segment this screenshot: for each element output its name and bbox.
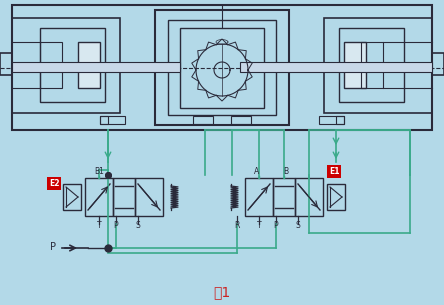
Text: 图1: 图1 <box>214 285 230 299</box>
Bar <box>245 178 273 216</box>
Text: A: A <box>254 167 260 176</box>
Bar <box>339 28 404 102</box>
Bar <box>40 28 105 102</box>
Bar <box>12 18 120 113</box>
Bar <box>432 53 444 75</box>
Bar <box>295 178 323 216</box>
Bar <box>324 18 432 113</box>
Bar <box>100 116 125 124</box>
Text: E1: E1 <box>329 167 340 176</box>
Bar <box>12 5 432 130</box>
Text: S: S <box>135 221 140 230</box>
Bar <box>155 10 289 125</box>
Text: P: P <box>114 221 118 230</box>
Bar <box>273 178 295 216</box>
Bar <box>12 62 180 72</box>
Bar <box>113 178 135 216</box>
Bar <box>168 20 276 115</box>
Text: S: S <box>296 221 301 230</box>
Bar <box>40 42 62 88</box>
Bar <box>78 42 100 88</box>
Bar <box>361 42 383 88</box>
Text: P: P <box>50 242 56 252</box>
Bar <box>327 184 345 210</box>
Bar <box>135 178 163 216</box>
Bar <box>336 116 344 124</box>
Bar <box>319 116 344 124</box>
Bar <box>344 42 366 88</box>
Text: B1: B1 <box>94 167 104 176</box>
Bar <box>63 184 81 210</box>
Text: E2: E2 <box>49 179 59 188</box>
Text: B: B <box>283 167 289 176</box>
Bar <box>193 116 213 124</box>
Text: R: R <box>234 221 240 230</box>
Text: T: T <box>97 221 101 230</box>
Bar <box>180 28 264 108</box>
Bar <box>100 116 108 124</box>
Text: P: P <box>274 221 278 230</box>
Bar <box>85 178 113 216</box>
Bar <box>231 116 251 124</box>
Bar <box>240 62 432 72</box>
Bar <box>0 53 12 75</box>
Text: T: T <box>257 221 262 230</box>
